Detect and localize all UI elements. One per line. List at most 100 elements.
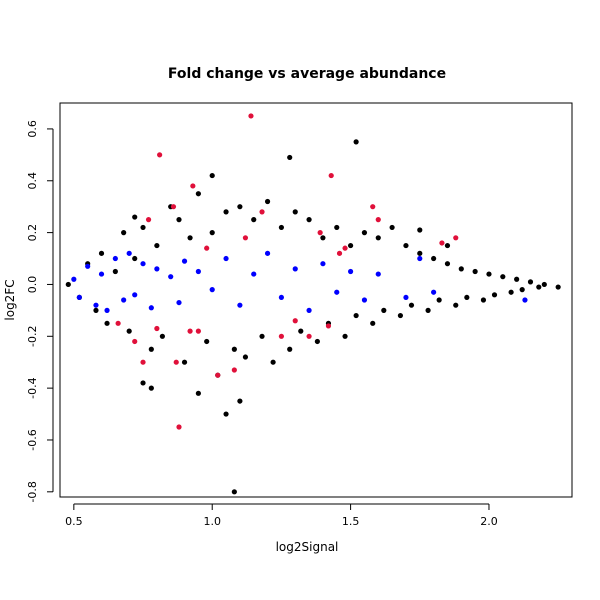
data-point-red xyxy=(328,172,334,179)
data-point-red xyxy=(195,328,201,334)
data-point-blue xyxy=(251,271,257,277)
data-point-red xyxy=(342,245,348,251)
data-point-black xyxy=(65,281,71,288)
y-tick-label: -0.8 xyxy=(26,481,39,502)
data-point-red xyxy=(215,372,221,378)
data-point-black xyxy=(287,346,293,352)
data-point-blue xyxy=(347,268,354,275)
x-axis: 0.5 1.0 1.5 2.0 xyxy=(65,503,498,528)
data-point-black xyxy=(381,307,387,313)
data-point-black xyxy=(527,279,534,285)
data-point-black xyxy=(436,297,442,303)
data-point-blue xyxy=(209,287,215,293)
data-point-blue xyxy=(417,255,423,262)
data-point-blue xyxy=(85,263,91,269)
data-point-black xyxy=(500,274,506,280)
data-point-black xyxy=(121,230,127,236)
data-point-black xyxy=(287,154,293,161)
data-point-black xyxy=(397,312,404,319)
data-point-red xyxy=(259,209,265,215)
data-point-black xyxy=(298,328,304,334)
data-point-blue xyxy=(278,294,285,301)
data-point-black xyxy=(278,224,285,231)
data-point-black xyxy=(223,411,229,417)
y-axis: -0.8 -0.6 -0.4 -0.2 0.0 0.2 0.4 0.6 xyxy=(26,120,54,503)
data-point-black xyxy=(508,289,514,295)
data-point-black xyxy=(472,268,478,275)
data-point-black xyxy=(237,398,243,404)
data-point-black xyxy=(361,230,368,236)
data-point-blue xyxy=(71,276,77,282)
y-tick-label: 0.0 xyxy=(26,276,39,294)
data-point-black xyxy=(251,217,257,223)
data-point-black xyxy=(126,328,132,334)
data-point-black xyxy=(342,333,348,339)
data-point-black xyxy=(187,235,193,241)
data-point-black xyxy=(334,224,340,231)
chart-title: Fold change vs average abundance xyxy=(168,66,446,82)
data-point-black xyxy=(292,209,298,215)
y-tick-label: 0.6 xyxy=(26,120,39,138)
data-point-blue xyxy=(168,274,174,280)
data-point-red xyxy=(278,333,285,339)
data-point-blue xyxy=(112,255,118,262)
data-point-blue xyxy=(132,292,138,298)
data-point-black xyxy=(209,230,215,236)
data-point-black xyxy=(209,172,215,179)
data-point-black xyxy=(541,281,547,288)
data-point-blue xyxy=(98,271,105,277)
data-point-blue xyxy=(431,289,437,295)
data-point-blue xyxy=(403,294,409,301)
data-point-red xyxy=(317,230,323,236)
data-point-black xyxy=(259,333,265,339)
data-point-black xyxy=(431,255,437,262)
data-point-red xyxy=(453,235,459,241)
data-point-red xyxy=(187,328,193,334)
data-point-black xyxy=(417,250,423,256)
data-point-black xyxy=(195,191,201,197)
data-point-blue xyxy=(361,297,368,303)
data-point-black xyxy=(389,224,395,231)
data-point-red xyxy=(190,183,196,189)
data-point-blue xyxy=(176,299,182,306)
data-point-black xyxy=(480,297,487,303)
data-point-black xyxy=(223,209,229,215)
data-point-red xyxy=(132,338,138,345)
data-point-black xyxy=(204,338,210,345)
data-point-blue xyxy=(154,266,160,272)
data-point-red xyxy=(375,217,381,223)
data-point-black xyxy=(132,255,138,262)
data-point-black xyxy=(519,287,525,293)
data-point-blue xyxy=(306,307,312,313)
data-point-red xyxy=(336,250,343,256)
data-point-red xyxy=(306,333,312,339)
data-point-black xyxy=(314,338,320,345)
data-point-black xyxy=(132,214,138,220)
data-point-black xyxy=(242,354,249,360)
data-point-red xyxy=(242,235,249,241)
data-point-blue xyxy=(320,261,326,267)
y-tick-label: -0.6 xyxy=(26,429,39,450)
data-points xyxy=(65,113,561,495)
data-point-red xyxy=(170,204,177,210)
data-point-black xyxy=(181,359,188,365)
data-point-red xyxy=(204,245,210,251)
data-point-black xyxy=(231,346,237,352)
data-point-blue xyxy=(121,297,127,303)
data-point-blue xyxy=(375,271,381,277)
data-point-black xyxy=(140,224,146,231)
data-point-black xyxy=(536,284,542,290)
data-point-black xyxy=(370,320,376,326)
data-point-black xyxy=(98,250,105,256)
data-point-blue xyxy=(195,268,201,275)
y-tick-label: 0.2 xyxy=(26,224,39,242)
data-point-red xyxy=(231,367,237,373)
data-point-blue xyxy=(237,302,243,308)
y-tick-label: -0.4 xyxy=(26,377,39,398)
data-point-blue xyxy=(264,250,271,256)
data-point-blue xyxy=(93,302,99,308)
data-point-black xyxy=(425,307,431,313)
data-point-red xyxy=(154,325,160,332)
data-point-red xyxy=(370,204,376,210)
